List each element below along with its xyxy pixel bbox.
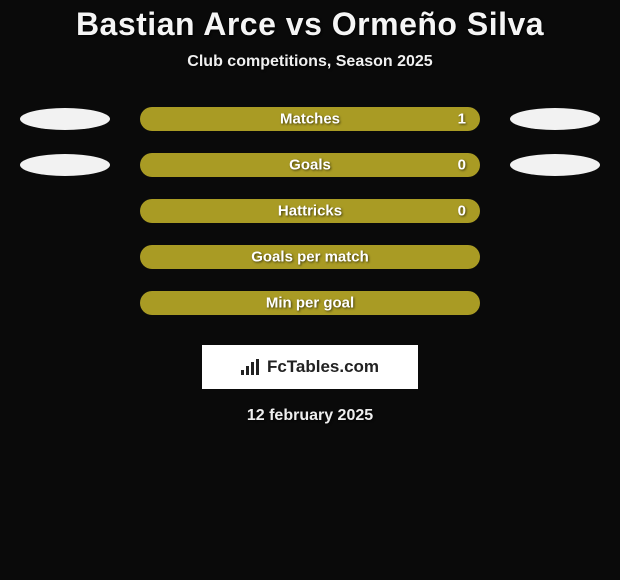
stat-bar: Goals per match xyxy=(140,245,480,269)
stat-value: 0 xyxy=(458,157,466,174)
stat-label: Hattricks xyxy=(278,203,342,220)
stat-bar: Min per goal xyxy=(140,291,480,315)
stat-row: Hattricks 0 xyxy=(0,199,620,223)
stat-bar: Hattricks 0 xyxy=(140,199,480,223)
stat-row: Matches 1 xyxy=(0,107,620,131)
stat-value: 1 xyxy=(458,111,466,128)
left-side xyxy=(10,108,120,130)
page-title: Bastian Arce vs Ormeño Silva xyxy=(0,6,620,43)
stat-label: Goals xyxy=(289,157,331,174)
subtitle: Club competitions, Season 2025 xyxy=(0,53,620,71)
bar-chart-icon xyxy=(241,359,261,375)
stat-row: Goals 0 xyxy=(0,153,620,177)
stat-label: Min per goal xyxy=(266,295,354,312)
right-side xyxy=(500,108,610,130)
player-marker-left xyxy=(20,154,110,176)
player-marker-right xyxy=(510,154,600,176)
player-marker-right xyxy=(510,108,600,130)
stat-row: Goals per match xyxy=(0,245,620,269)
logo-box: FcTables.com xyxy=(202,345,418,389)
stat-bar: Goals 0 xyxy=(140,153,480,177)
logo-text: FcTables.com xyxy=(267,357,379,377)
date-label: 12 february 2025 xyxy=(0,407,620,425)
comparison-infographic: Bastian Arce vs Ormeño Silva Club compet… xyxy=(0,0,620,425)
stat-label: Goals per match xyxy=(251,249,369,266)
stats-list: Matches 1 Goals 0 Hattricks 0 Goals per match M… xyxy=(0,107,620,315)
left-side xyxy=(10,154,120,176)
stat-value: 0 xyxy=(458,203,466,220)
stat-label: Matches xyxy=(280,111,340,128)
right-side xyxy=(500,154,610,176)
stat-row: Min per goal xyxy=(0,291,620,315)
stat-bar: Matches 1 xyxy=(140,107,480,131)
player-marker-left xyxy=(20,108,110,130)
